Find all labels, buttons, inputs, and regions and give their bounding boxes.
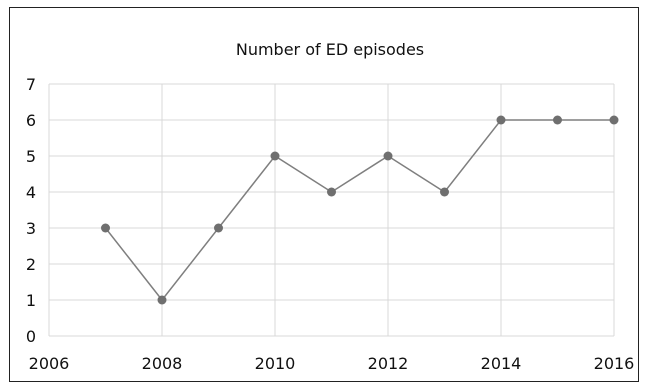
x-tick-label-2016: 2016 — [594, 354, 635, 373]
data-point-2013 — [440, 187, 449, 197]
y-tick-label-0: 0 — [26, 327, 36, 346]
data-point-2009 — [214, 223, 223, 233]
x-tick-label-2014: 2014 — [481, 354, 522, 373]
data-point-2014 — [496, 115, 506, 125]
y-tick-label-5: 5 — [26, 147, 36, 166]
x-tick-label-2008: 2008 — [142, 354, 183, 373]
grid-layer — [48, 83, 615, 337]
data-point-2016 — [609, 115, 619, 125]
data-point-2015 — [553, 115, 562, 125]
y-tick-label-2: 2 — [26, 255, 36, 274]
chart-title: Number of ED episodes — [236, 40, 424, 59]
data-point-2008 — [157, 295, 167, 305]
series-line-0 — [104, 119, 614, 302]
y-tick-label-6: 6 — [26, 111, 36, 130]
y-tick-label-4: 4 — [26, 183, 36, 202]
data-point-2011 — [327, 187, 336, 197]
y-tick-label-3: 3 — [26, 219, 36, 238]
data-point-2012 — [383, 151, 393, 161]
y-tick-label-1: 1 — [26, 291, 36, 310]
chart-frame — [9, 7, 639, 382]
axis-tick-labels: 0 1 2 3 4 5 6 7 2006 2008 2010 2012 2014 2016 — [26, 75, 635, 373]
data-point-2007 — [101, 223, 110, 233]
x-tick-label-2010: 2010 — [255, 354, 296, 373]
y-tick-label-7: 7 — [26, 75, 36, 94]
series-layer — [101, 115, 619, 305]
data-point-2010 — [270, 151, 280, 161]
x-tick-label-2012: 2012 — [368, 354, 409, 373]
x-tick-label-2006: 2006 — [29, 354, 70, 373]
